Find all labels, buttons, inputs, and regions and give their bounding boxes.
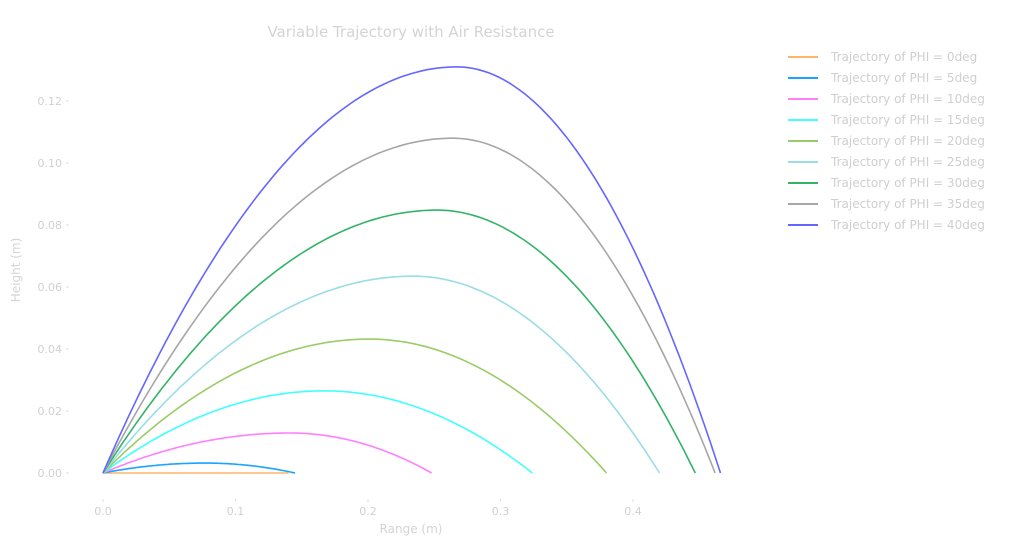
legend-label: Trajectory of PHI = 20deg xyxy=(830,134,985,148)
x-axis-label: Range (m) xyxy=(380,522,443,536)
series-line-2 xyxy=(102,432,432,474)
series-line-1 xyxy=(102,462,296,474)
legend-item: Trajectory of PHI = 40deg xyxy=(788,218,985,232)
y-tick-label: 0.00 xyxy=(38,467,63,480)
chart-title: Variable Trajectory with Air Resistance xyxy=(267,23,554,41)
legend-item: Trajectory of PHI = 20deg xyxy=(788,134,985,148)
legend-label: Trajectory of PHI = 5deg xyxy=(830,71,977,85)
legend-label: Trajectory of PHI = 35deg xyxy=(830,197,985,211)
y-tick-label: 0.08 xyxy=(38,219,63,232)
series-line-7 xyxy=(102,137,716,474)
x-tick-label: 0.1 xyxy=(227,505,245,518)
legend-item: Trajectory of PHI = 15deg xyxy=(788,113,985,127)
legend-label: Trajectory of PHI = 10deg xyxy=(830,92,985,106)
x-tick-label: 0.4 xyxy=(624,505,642,518)
y-tick-label: 0.02 xyxy=(38,405,63,418)
x-tick-label: 0.0 xyxy=(94,505,112,518)
series-line-4 xyxy=(102,338,608,474)
legend-item: Trajectory of PHI = 25deg xyxy=(788,155,985,169)
legend-label: Trajectory of PHI = 0deg xyxy=(830,50,977,64)
y-tick-label: 0.06 xyxy=(38,281,63,294)
legend-item: Trajectory of PHI = 5deg xyxy=(788,71,977,85)
x-tick-label: 0.3 xyxy=(492,505,510,518)
y-tick-label: 0.04 xyxy=(38,343,63,356)
legend-item: Trajectory of PHI = 30deg xyxy=(788,176,985,190)
series-line-6 xyxy=(102,209,697,474)
legend-label: Trajectory of PHI = 30deg xyxy=(830,176,985,190)
legend-item: Trajectory of PHI = 10deg xyxy=(788,92,985,106)
series-line-5 xyxy=(102,275,661,474)
series-line-8 xyxy=(102,66,722,474)
legend-item: Trajectory of PHI = 0deg xyxy=(788,50,977,64)
legend-item: Trajectory of PHI = 35deg xyxy=(788,197,985,211)
y-tick-label: 0.12 xyxy=(38,95,63,108)
x-tick-label: 0.2 xyxy=(359,505,377,518)
legend-label: Trajectory of PHI = 40deg xyxy=(830,218,985,232)
legend-label: Trajectory of PHI = 25deg xyxy=(830,155,985,169)
series-line-3 xyxy=(102,390,533,474)
legend-label: Trajectory of PHI = 15deg xyxy=(830,113,985,127)
y-tick-label: 0.10 xyxy=(38,157,63,170)
y-axis-label: Height (m) xyxy=(9,238,23,303)
